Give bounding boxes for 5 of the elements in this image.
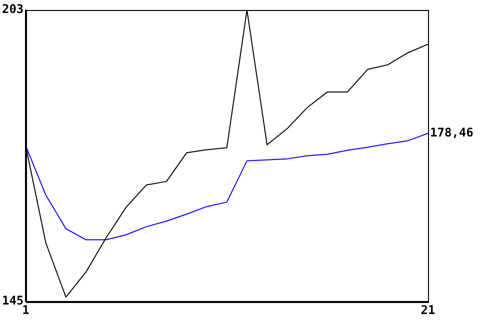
x-tick-label: 1 xyxy=(22,302,30,317)
x-tick-label: 21 xyxy=(420,302,436,317)
y-tick-label: 145 xyxy=(2,294,24,308)
annotation: 178,46 xyxy=(430,126,474,140)
y-tick-label: 203 xyxy=(2,2,24,16)
